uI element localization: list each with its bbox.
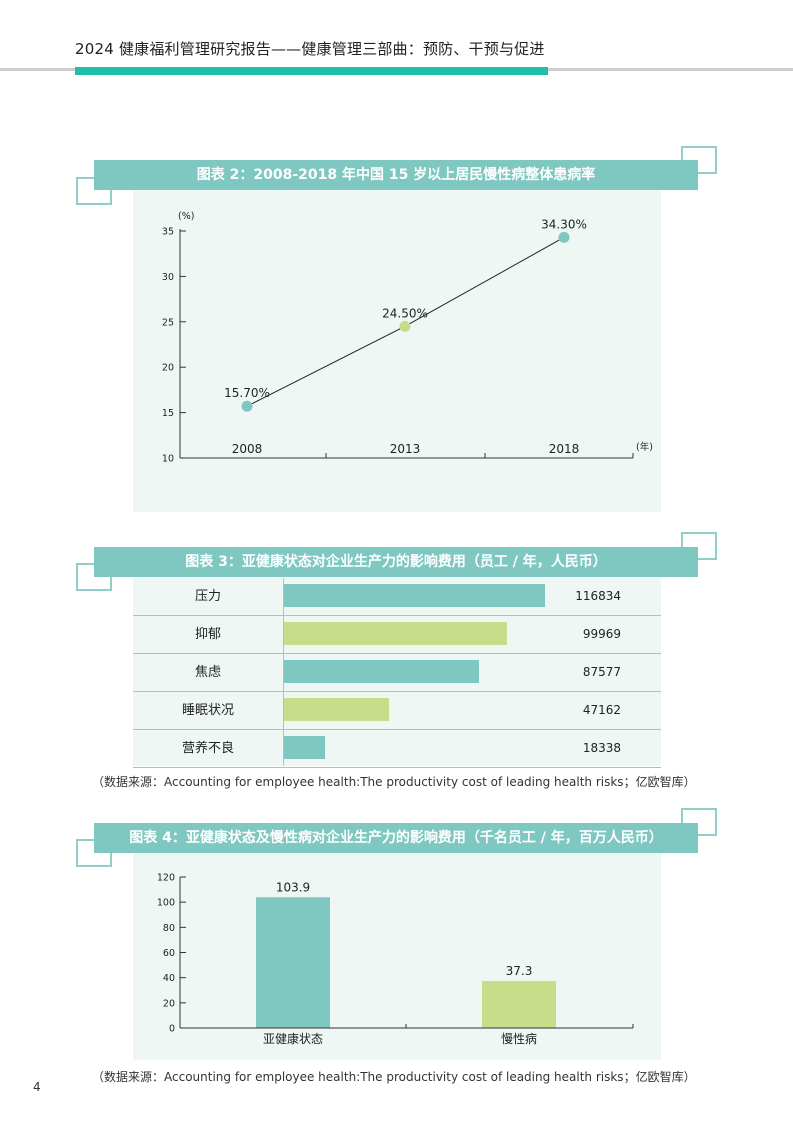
bar [284, 660, 480, 683]
figure2-line-chart: 10 15 20 25 30 35 (%) 2008 2013 2018 (年) 15.70% 24.5… [162, 211, 653, 465]
value-label: 87577 [582, 665, 621, 679]
y-tick-label: 10 [162, 454, 174, 465]
data-label: 34.30% [541, 217, 587, 231]
figure4-title: 图表 4：亚健康状态及慢性病对企业生产力的影响费用（千名员工 / 年，百万人民币… [94, 823, 698, 853]
bar [284, 584, 545, 607]
data-label: 37.3 [506, 964, 533, 978]
data-label: 24.50% [382, 306, 428, 320]
figure4-bar-chart: 103.9 亚健康状态 37.3 慢性病 0 20 40 60 80 100 120 [157, 873, 634, 1046]
y-tick-label: 80 [163, 923, 175, 934]
x-tick-label: 亚健康状态 [263, 1031, 323, 1046]
decorative-frame [681, 532, 717, 560]
data-point [241, 400, 253, 412]
y-tick-label: 40 [163, 973, 175, 984]
category-label: 抑郁 [194, 627, 221, 642]
bar [284, 736, 325, 759]
data-label: 103.9 [276, 880, 310, 894]
y-tick-label: 15 [162, 408, 174, 419]
table-row: 营养不良 18338 [133, 730, 661, 768]
page-number: 4 [33, 1080, 41, 1094]
figure4-panel [133, 850, 661, 1060]
figure3-divider [283, 578, 284, 766]
category-label: 睡眠状况 [181, 703, 234, 718]
y-tick-label: 20 [162, 363, 174, 374]
value-label: 99969 [582, 627, 621, 641]
value-label: 116834 [575, 589, 621, 603]
category-label: 营养不良 [181, 741, 234, 756]
bar [482, 981, 556, 1028]
bar [284, 622, 507, 645]
x-tick-label: 慢性病 [501, 1031, 537, 1046]
data-point [558, 231, 570, 243]
category-label: 焦虑 [194, 665, 221, 680]
table-row: 压力 116834 [133, 578, 661, 616]
x-tick-label: 2008 [232, 442, 263, 456]
figure4-source-note: （数据来源：Accounting for employee health:The… [92, 1070, 696, 1084]
bar [284, 698, 390, 721]
decorative-frame [681, 808, 717, 836]
figure3-source-note: （数据来源：Accounting for employee health:The… [92, 775, 696, 789]
y-tick-label: 0 [169, 1024, 175, 1035]
data-point [399, 320, 411, 332]
y-tick-label: 60 [163, 948, 175, 959]
y-tick-label: 30 [162, 272, 174, 283]
figure2-title: 图表 2：2008-2018 年中国 15 岁以上居民慢性病整体患病率 [94, 160, 698, 190]
y-tick-label: 20 [163, 998, 175, 1009]
table-row: 抑郁 99969 [133, 616, 661, 654]
figure3-title: 图表 3：亚健康状态对企业生产力的影响费用（员工 / 年，人民币） [94, 547, 698, 577]
value-label: 47162 [582, 703, 621, 717]
report-header-title: 2024 健康福利管理研究报告——健康管理三部曲：预防、干预与促进 [75, 40, 545, 58]
table-row: 睡眠状况 47162 [133, 692, 661, 730]
table-row: 焦虑 87577 [133, 654, 661, 692]
y-tick-label: 100 [157, 898, 175, 909]
value-label: 18338 [582, 741, 621, 755]
y-tick-label: 35 [162, 227, 174, 238]
x-axis-unit: (年) [636, 441, 653, 453]
header-accent-bar [75, 67, 548, 75]
y-tick-label: 25 [162, 317, 174, 328]
x-tick-label: 2013 [390, 442, 421, 456]
x-tick-label: 2018 [549, 442, 580, 456]
data-label: 15.70% [224, 386, 270, 400]
category-label: 压力 [194, 589, 221, 604]
bar [256, 897, 330, 1028]
y-tick-label: 120 [157, 873, 175, 884]
y-axis-unit: (%) [178, 211, 194, 222]
